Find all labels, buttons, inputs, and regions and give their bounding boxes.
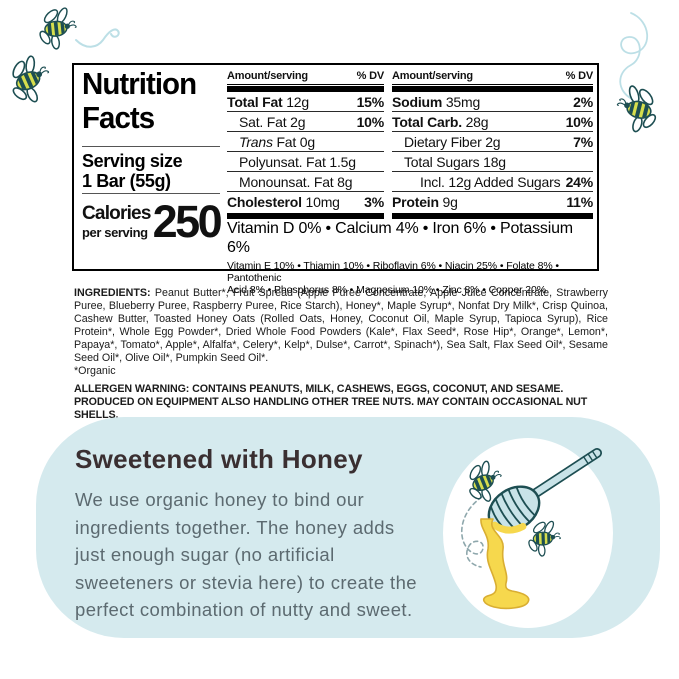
honey-dipper-illustration [443,438,613,628]
header-amount: Amount/serving [227,70,308,82]
vitamins-secondary: Vitamin E 10% • Thiamin 10% • Riboflavin… [227,260,559,296]
top-right-decoration [585,12,679,135]
calories-sublabel: per serving [82,225,148,240]
allergen-warning: ALLERGEN WARNING: CONTAINS PEANUTS, MILK… [74,383,588,421]
nutrient-row: Sodium 35mg 2% [392,94,593,112]
swirl-icon [619,12,649,100]
calories-label: Calories [82,203,151,224]
bee-icon [6,53,54,107]
column-header: Amount/serving % DV [227,68,384,85]
ingredients-list: Peanut Butter*, Fruit Spread (Apple Pure… [74,287,608,364]
calories-block: Calories per serving 250 [82,197,224,247]
nutrient-rows: Sodium 35mg 2% Total Carb. 28g 10% Dietary F… [392,92,593,212]
swirl-icon [460,496,484,568]
title-line-2: Facts [82,100,155,135]
ingredients-label: INGREDIENTS: [74,287,151,299]
nutrition-facts-left-column: Nutrition Facts Serving size 1 Bar (55g)… [82,65,227,269]
nutrition-col-1: Amount/serving % DV Total Fat 12g 15% Sat.… [227,68,384,219]
nutrient-rows: Total Fat 12g 15% Sat. Fat 2g 10% Trans Fat … [227,92,384,212]
nutrition-facts-panel: Nutrition Facts Serving size 1 Bar (55g)… [72,63,599,296]
nutrient-row: Sat. Fat 2g 10% [227,112,384,132]
honey-heading: Sweetened with Honey [75,444,363,474]
header-dv: % DV [565,70,594,82]
nutrient-row: Trans Fat 0g [227,132,384,152]
top-left-decoration [0,0,120,115]
header-amount: Amount/serving [392,70,473,82]
nutrient-row: Total Fat 12g 15% [227,94,384,112]
ingredients-text: INGREDIENTS: Peanut Butter*, Fruit Sprea… [74,287,608,365]
nutrient-row: Dietary Fiber 2g 7% [392,132,593,152]
vitamins-section: Vitamin D 0% • Calcium 4% • Iron 6% • Po… [227,219,595,296]
header-dv: % DV [356,70,385,82]
nutrient-row: Protein 9g 11% [392,194,593,210]
bee-icon [36,4,78,52]
ingredients-block: INGREDIENTS: Peanut Butter*, Fruit Sprea… [74,287,608,422]
nutrient-row: Cholesterol 10mg 3% [227,194,384,210]
divider [82,146,220,147]
honey-dipper-icon [487,448,602,534]
serving-size-value: 1 Bar (55g) [82,171,171,191]
honey-body-text: We use organic honey to bind our ingredi… [75,489,417,620]
organic-note: *Organic [74,365,116,377]
serving-size-label: Serving size [82,151,183,171]
nutrient-row: Polyunsat. Fat 1.5g [227,152,384,172]
title-line-1: Nutrition [82,66,197,101]
honey-callout-card: Sweetened with Honey We use organic hone… [36,417,660,638]
divider-bar [227,86,384,92]
nutrition-facts-title: Nutrition Facts [82,66,197,135]
vitamins-primary: Vitamin D 0% • Calcium 4% • Iron 6% • Po… [227,220,573,256]
divider-bar [392,86,593,92]
nutrition-col-2: Amount/serving % DV Sodium 35mg 2% Total C… [392,68,593,219]
nutrient-row: Total Sugars 18g [392,152,593,172]
divider [82,193,220,194]
column-header: Amount/serving % DV [392,68,593,85]
swirl-icon [75,28,120,48]
nutrient-row: Monounsat. Fat 8g [227,172,384,192]
divider-bar [227,213,384,219]
honey-drip [480,518,530,610]
nutrient-row: Total Carb. 28g 10% [392,114,593,132]
divider-bar [392,213,593,219]
calories-value: 250 [152,196,223,247]
nutrient-row: Incl. 12g Added Sugars 24% [392,172,593,192]
